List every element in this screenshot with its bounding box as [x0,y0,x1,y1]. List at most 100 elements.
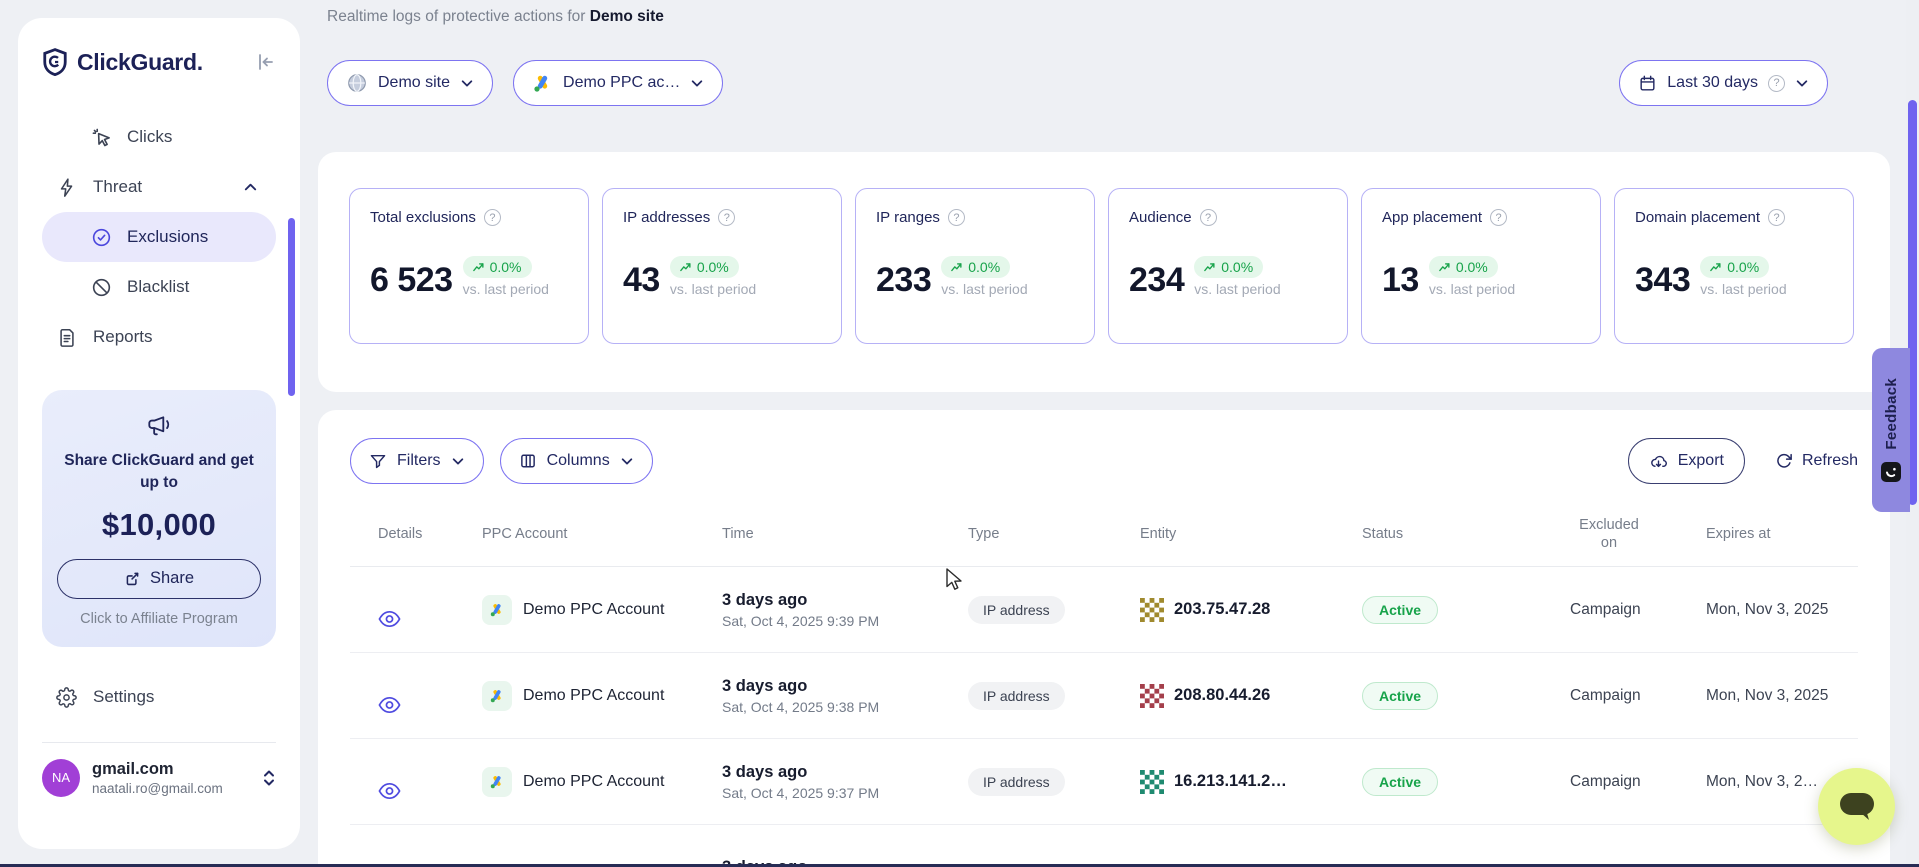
stats-tiles: Total exclusions? 6 523 0.0% vs. last pe… [349,188,1859,344]
funnel-icon [369,452,387,470]
stat-label: IP ranges [876,209,940,226]
excluded-on-value: Campaign [1542,773,1678,791]
type-badge: IP address [968,768,1065,796]
stat-label: Audience [1129,209,1192,226]
status-badge: Active [1362,596,1438,624]
table-row: 3 days ago [350,825,1858,867]
help-icon: ? [484,209,501,226]
sidebar-scrollbar-thumb[interactable] [288,218,295,396]
filters-dropdown[interactable]: Filters [350,438,484,484]
ppc-account-name: Demo PPC Account [523,601,664,619]
stat-label: Domain placement [1635,209,1760,226]
sidebar-item-clicks[interactable]: Clicks [42,112,276,162]
block-icon [90,277,112,298]
stat-note: vs. last period [941,281,1027,297]
time-relative: 3 days ago [722,677,940,696]
globe-icon [346,72,368,94]
refresh-label: Refresh [1802,452,1858,470]
cursor-click-icon [90,127,112,148]
export-label: Export [1678,452,1724,470]
time-absolute: Sat, Oct 4, 2025 9:38 PM [722,699,940,715]
change-badge: 0.0% [463,256,532,278]
time-absolute: Sat, Oct 4, 2025 9:39 PM [722,613,940,629]
clickguard-logo-icon [42,48,68,76]
excluded-on-value: Campaign [1542,687,1678,705]
ppc-account-name: Demo PPC Account [523,687,664,705]
account-switcher[interactable]: NA gmail.com naatali.ro@gmail.com [42,759,276,797]
entity-value: 16.213.141.2… [1174,772,1287,791]
columns-label: Columns [547,452,610,470]
ppc-account-name: Demo PPC Account [523,773,664,791]
refresh-button[interactable]: Refresh [1775,452,1858,470]
sidebar-item-exclusions[interactable]: Exclusions [42,212,276,262]
subtitle-prefix: Realtime logs of protective actions for [327,8,590,25]
sidebar-item-label: Blacklist [127,277,189,297]
entity-identicon [1140,598,1164,622]
chat-launcher-button[interactable] [1818,768,1895,845]
sidebar-item-threat[interactable]: Threat [42,162,276,212]
help-icon: ? [718,209,735,226]
stat-tile-ip-addresses: IP addresses? 43 0.0% vs. last period [602,188,842,344]
excluded-on-value: Campaign [1542,601,1678,619]
stat-value: 233 [876,263,931,297]
stat-tile-domain-placement: Domain placement? 343 0.0% vs. last peri… [1614,188,1854,344]
columns-dropdown[interactable]: Columns [500,438,653,484]
sidebar-item-blacklist[interactable]: Blacklist [42,262,276,312]
columns-icon [519,452,537,470]
chevron-down-icon [451,454,465,468]
cloud-download-icon [1649,452,1668,471]
col-header-expires-at: Expires at [1678,526,1858,542]
entity-value: 203.75.47.28 [1174,600,1270,619]
sidebar-item-settings[interactable]: Settings [42,687,276,708]
filters-label: Filters [397,452,441,470]
expires-at-value: Mon, Nov 3, 2025 [1678,601,1858,619]
details-eye-icon[interactable] [378,782,454,800]
table-header-row: Details PPC Account Time Type Entity Sta… [350,516,1858,567]
stat-tile-audience: Audience? 234 0.0% vs. last period [1108,188,1348,344]
stat-tile-app-placement: App placement? 13 0.0% vs. last period [1361,188,1601,344]
help-icon: ? [1768,209,1785,226]
google-ads-icon [482,595,512,625]
chevron-up-down-icon [262,769,276,787]
export-button[interactable]: Export [1628,438,1745,484]
affiliate-link[interactable]: Click to Affiliate Program [56,611,262,627]
stat-note: vs. last period [1429,281,1515,297]
help-icon: ? [1200,209,1217,226]
sidebar-collapse-icon[interactable] [256,52,276,72]
stat-value: 43 [623,263,660,297]
promo-amount: $10,000 [56,507,262,543]
sidebar-nav: Clicks Threat Exclusions [42,112,276,362]
site-selector-value: Demo site [378,74,450,92]
col-header-ppc-account: PPC Account [454,526,694,542]
table-toolbar: Filters Columns [350,438,1858,484]
change-badge: 0.0% [941,256,1010,278]
status-badge: Active [1362,768,1438,796]
time-relative: 3 days ago [722,763,940,782]
feedback-smiley-icon [1881,462,1901,482]
type-badge: IP address [968,682,1065,710]
change-value: 0.0% [1727,259,1759,275]
table-row: Demo PPC Account 3 days ago Sat, Oct 4, … [350,567,1858,653]
share-button-label: Share [150,569,194,588]
change-value: 0.0% [1221,259,1253,275]
share-button[interactable]: Share [57,559,261,599]
date-range-dropdown[interactable]: Last 30 days ? [1619,60,1828,106]
sidebar-item-label: Reports [93,327,153,347]
badge-check-icon [90,227,112,248]
feedback-label: Feedback [1883,378,1900,450]
details-eye-icon[interactable] [378,696,454,714]
feedback-tab[interactable]: Feedback [1872,348,1910,512]
lightning-icon [56,177,78,198]
trending-up-icon [680,262,692,273]
details-eye-icon[interactable] [378,610,454,628]
ppc-account-selector-dropdown[interactable]: Demo PPC ac… [513,60,723,106]
site-selector-dropdown[interactable]: Demo site [327,60,493,106]
date-range-value: Last 30 days [1667,74,1758,92]
promo-text: Share ClickGuard and get up to [56,450,262,495]
stat-note: vs. last period [1194,281,1280,297]
chevron-down-icon [620,454,634,468]
document-icon [56,327,78,348]
chevron-up-icon [243,180,258,195]
col-header-status: Status [1334,526,1542,542]
sidebar-item-reports[interactable]: Reports [42,312,276,362]
